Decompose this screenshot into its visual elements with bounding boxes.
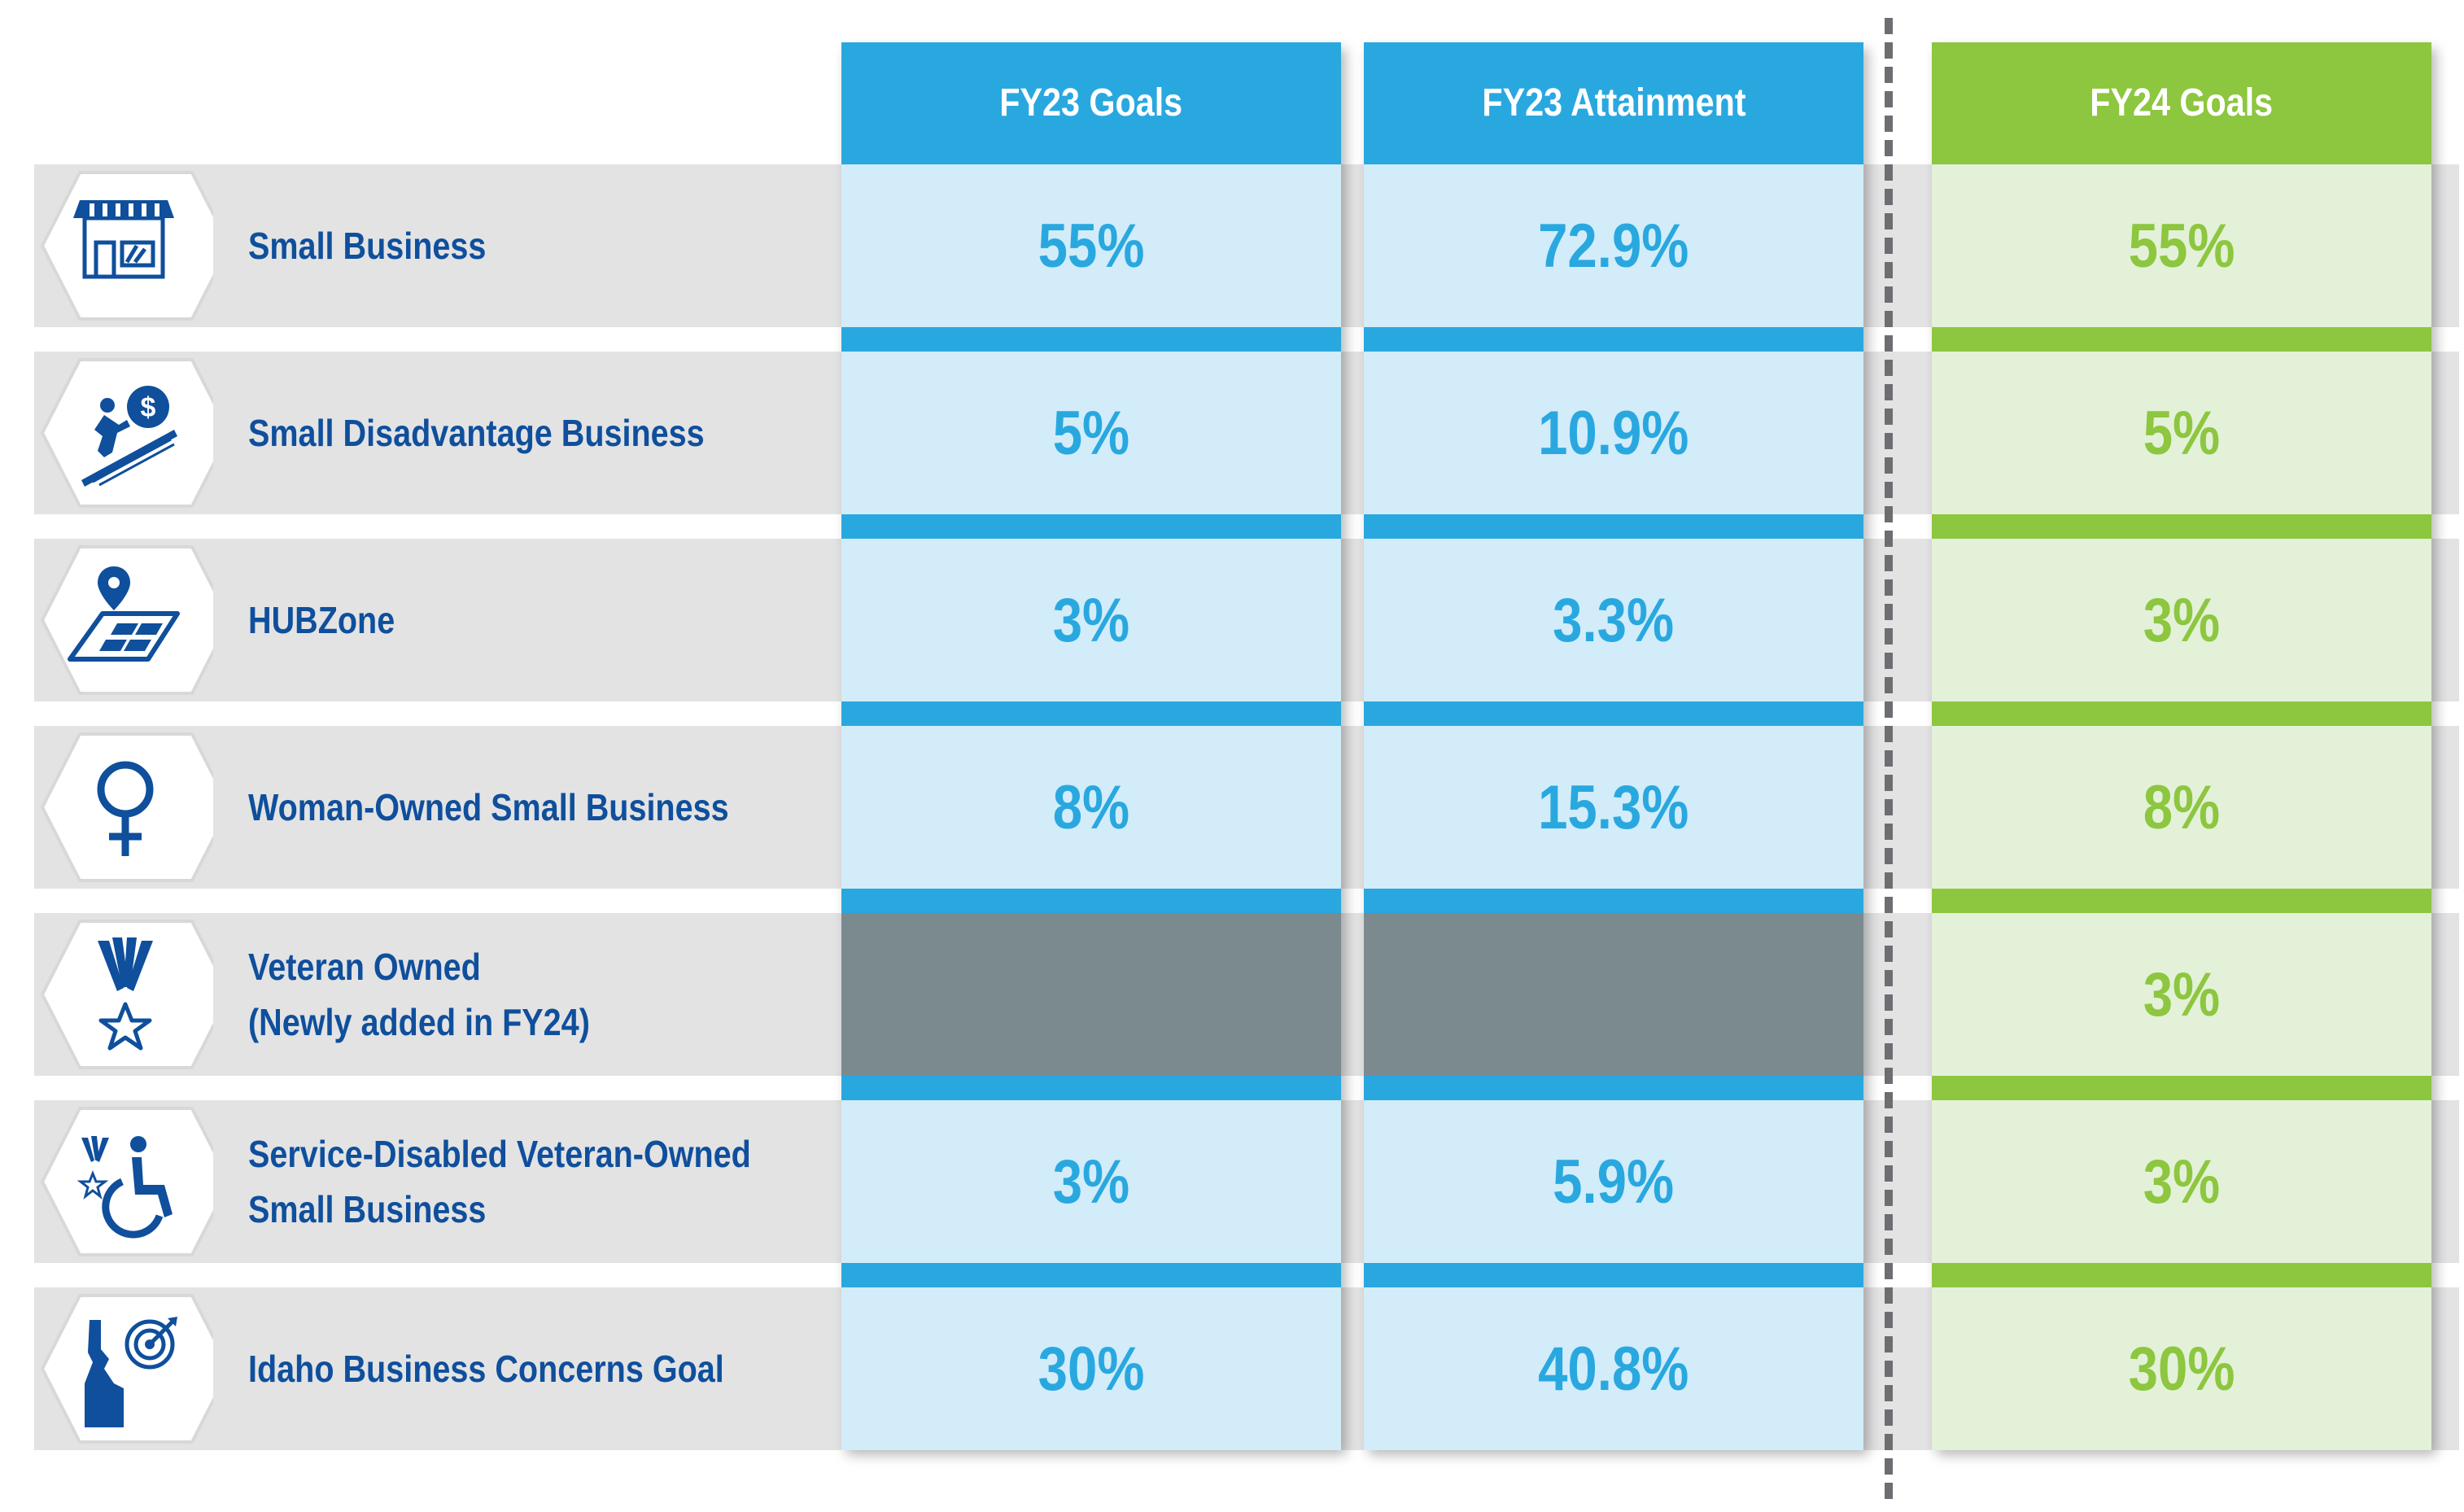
column-header-fy24_goals: FY24 Goals bbox=[1932, 42, 2431, 163]
row-label: Small Disadvantage Business bbox=[248, 352, 752, 514]
value-text: 10.9% bbox=[1538, 398, 1689, 468]
value-cell-fy24_goals: 3% bbox=[1932, 1100, 2431, 1263]
value-text: 8% bbox=[1052, 772, 1130, 842]
value-text: 8% bbox=[2143, 772, 2221, 842]
value-cell-fy23_goals: 3% bbox=[841, 539, 1341, 701]
column-header-label: FY23 Attainment bbox=[1481, 81, 1746, 125]
value-cell-fy24_goals: 3% bbox=[1932, 913, 2431, 1076]
row-label: Idaho Business Concerns Goal bbox=[248, 1287, 752, 1450]
value-text: 3% bbox=[1052, 1147, 1130, 1217]
svg-text:$: $ bbox=[141, 392, 156, 423]
value-text: 5.9% bbox=[1553, 1147, 1675, 1217]
value-text: 3% bbox=[2143, 585, 2221, 655]
value-cell-fy24_goals: 55% bbox=[1932, 164, 2431, 327]
value-cell-fy23_attainment: 15.3% bbox=[1364, 726, 1863, 889]
value-cell-fy23_attainment: 72.9% bbox=[1364, 164, 1863, 327]
female-symbol-icon bbox=[97, 761, 154, 856]
value-cell-fy24_goals: 8% bbox=[1932, 726, 2431, 889]
column-header-label: FY23 Goals bbox=[999, 81, 1183, 125]
value-cell-fy23_goals: 3% bbox=[841, 1100, 1341, 1263]
idaho-target-icon bbox=[85, 1317, 177, 1427]
storefront-icon bbox=[73, 200, 174, 279]
row-icon-badge bbox=[34, 1287, 213, 1450]
row-icon-badge bbox=[34, 726, 213, 889]
row-icon-badge bbox=[34, 1100, 213, 1263]
row-icon-badge bbox=[34, 164, 213, 327]
value-text: 55% bbox=[1038, 211, 1145, 281]
value-cell-fy23_attainment: 40.8% bbox=[1364, 1287, 1863, 1450]
value-cell-fy23_goals: 30% bbox=[841, 1287, 1341, 1450]
value-cell-fy24_goals: 3% bbox=[1932, 539, 2431, 701]
row-label: Woman-Owned Small Business bbox=[248, 726, 752, 889]
value-cell-fy23_goals: 8% bbox=[841, 726, 1341, 889]
row-label-line: Service-Disabled Veteran-Owned bbox=[248, 1133, 751, 1175]
value-text: 15.3% bbox=[1538, 772, 1689, 842]
row-label-line: Small Business bbox=[248, 1188, 487, 1230]
value-cell-fy23_attainment: 3.3% bbox=[1364, 539, 1863, 701]
row-label-line: (Newly added in FY24) bbox=[248, 1001, 590, 1043]
column-header-fy23_attainment: FY23 Attainment bbox=[1364, 42, 1863, 163]
value-text: 40.8% bbox=[1538, 1334, 1689, 1404]
row-label: Small Business bbox=[248, 164, 752, 327]
value-text: 3% bbox=[2143, 1147, 2221, 1217]
row-label-line: Small Business bbox=[248, 225, 487, 267]
column-header-label: FY24 Goals bbox=[2090, 81, 2274, 125]
row-icon-badge bbox=[34, 913, 213, 1076]
column-header-fy23_goals: FY23 Goals bbox=[841, 42, 1341, 163]
fy-divider bbox=[1885, 18, 1893, 1499]
value-cell-fy23_goals bbox=[841, 913, 1341, 1076]
value-text: 3% bbox=[2143, 959, 2221, 1029]
row-label: Veteran Owned (Newly added in FY24) bbox=[248, 913, 752, 1076]
row-icon-badge: $ bbox=[34, 352, 213, 514]
value-cell-fy24_goals: 30% bbox=[1932, 1287, 2431, 1450]
value-cell-fy23_attainment bbox=[1364, 913, 1863, 1076]
value-text: 30% bbox=[2128, 1334, 2235, 1404]
row-label-line: Idaho Business Concerns Goal bbox=[248, 1348, 724, 1390]
value-text: 5% bbox=[2143, 398, 2221, 468]
row-label: HUBZone bbox=[248, 539, 752, 701]
person-pushing-coin-uphill-icon: $ bbox=[81, 386, 177, 487]
value-text: 55% bbox=[2128, 211, 2235, 281]
row-label-line: Woman-Owned Small Business bbox=[248, 786, 729, 828]
map-pin-icon bbox=[68, 566, 180, 662]
value-cell-fy23_goals: 55% bbox=[841, 164, 1341, 327]
value-text: 5% bbox=[1052, 398, 1130, 468]
value-cell-fy23_attainment: 10.9% bbox=[1364, 352, 1863, 514]
veteran-star-icon bbox=[98, 937, 153, 1051]
row-label: Service-Disabled Veteran-Owned Small Busi… bbox=[248, 1100, 752, 1263]
row-label-line: Veteran Owned bbox=[248, 946, 481, 988]
row-label-line: HUBZone bbox=[248, 599, 395, 641]
row-label-line: Small Disadvantage Business bbox=[248, 412, 705, 454]
value-cell-fy24_goals: 5% bbox=[1932, 352, 2431, 514]
value-text: 72.9% bbox=[1538, 211, 1689, 281]
value-text: 3.3% bbox=[1553, 585, 1675, 655]
value-text: 30% bbox=[1038, 1334, 1145, 1404]
row-icon-badge bbox=[34, 539, 213, 701]
veteran-wheelchair-icon bbox=[76, 1136, 173, 1239]
value-text: 3% bbox=[1052, 585, 1130, 655]
value-cell-fy23_attainment: 5.9% bbox=[1364, 1100, 1863, 1263]
value-cell-fy23_goals: 5% bbox=[841, 352, 1341, 514]
